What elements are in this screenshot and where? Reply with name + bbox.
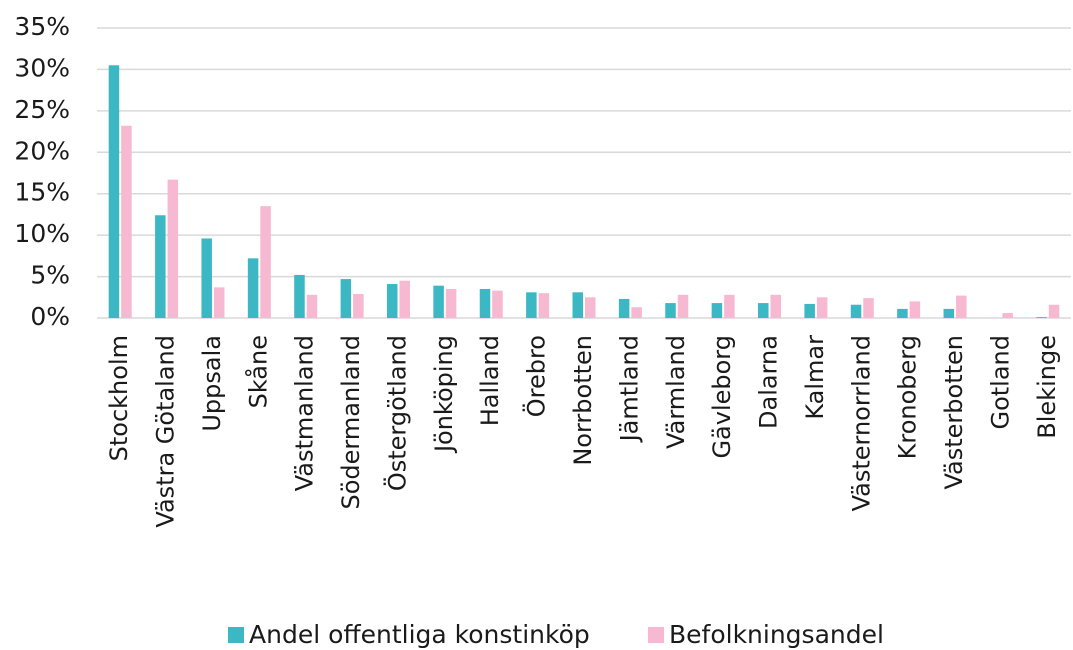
x-tick-label: Jönköping (430, 335, 458, 454)
bar (121, 125, 132, 319)
x-tick-label: Dalarna (755, 335, 783, 429)
bar (724, 294, 735, 318)
bar (340, 279, 352, 318)
bar (526, 292, 537, 318)
x-tick-label: Jämtland (615, 335, 643, 443)
bar (167, 179, 179, 318)
x-tick-label: Gotland (986, 335, 1014, 430)
x-tick-label: Kronoberg (894, 335, 922, 459)
x-tick-label: Skåne (243, 335, 272, 408)
bar (909, 301, 921, 318)
y-tick-label: 15% (14, 178, 70, 207)
y-tick-label: 35% (14, 12, 70, 41)
legend-label: Befolkningsandel (669, 620, 884, 649)
x-tick-label: Örebro (522, 335, 551, 417)
x-tick-label: Östergötland (382, 335, 411, 491)
x-tick-label: Södermanland (337, 335, 365, 509)
y-tick-label: 30% (14, 53, 70, 82)
bar (956, 295, 967, 318)
y-tick-label: 25% (14, 95, 70, 124)
bar (816, 297, 828, 318)
x-tick-label: Västerbotten (940, 335, 968, 490)
bar (850, 304, 862, 318)
bar (294, 274, 305, 318)
bar (538, 293, 550, 318)
x-tick-label: Kalmar (801, 335, 829, 420)
bar (201, 238, 212, 318)
bar (213, 287, 225, 318)
bar (399, 280, 410, 318)
bar (386, 284, 398, 318)
y-tick-label: 5% (30, 261, 70, 290)
x-tick-label: Västmanland (291, 335, 319, 491)
x-tick-label: Gävleborg (708, 335, 736, 459)
bar (863, 298, 874, 318)
bar (155, 215, 166, 318)
bar (1048, 304, 1060, 318)
bar (445, 289, 457, 318)
bar (353, 293, 364, 318)
y-tick-label: 0% (30, 302, 70, 331)
y-tick-label: 10% (14, 219, 70, 248)
x-tick-label: Norrbotten (569, 335, 597, 466)
x-tick-label: Halland (476, 335, 504, 426)
x-tick-label: Blekinge (1033, 335, 1061, 439)
bar (433, 285, 444, 318)
x-tick-label: Uppsala (198, 335, 226, 432)
bar (1002, 313, 1013, 318)
x-tick-label: Västra Götaland (152, 335, 180, 528)
bar (758, 303, 769, 318)
bar (260, 206, 271, 318)
y-tick-label: 20% (14, 136, 70, 165)
bar (943, 308, 955, 318)
bar (247, 258, 259, 318)
bar (572, 292, 583, 318)
bar (770, 294, 782, 318)
x-tick-label: Värmland (662, 335, 690, 449)
legend-label: Andel offentliga konstinköp (249, 620, 590, 649)
bar (585, 297, 596, 318)
bar (677, 294, 689, 318)
bar (711, 303, 723, 318)
bar (492, 290, 503, 318)
bar (897, 308, 908, 318)
x-tick-label: Stockholm (105, 335, 133, 461)
legend-swatch (648, 627, 664, 643)
bar (804, 303, 815, 318)
legend-swatch (228, 627, 244, 643)
bar (631, 307, 642, 318)
bar (1036, 317, 1047, 318)
bar (479, 289, 491, 318)
bar (618, 298, 630, 318)
bar (665, 303, 676, 318)
bar (306, 294, 318, 318)
bar (108, 65, 120, 319)
x-tick-label: Västernorrland (847, 335, 875, 511)
